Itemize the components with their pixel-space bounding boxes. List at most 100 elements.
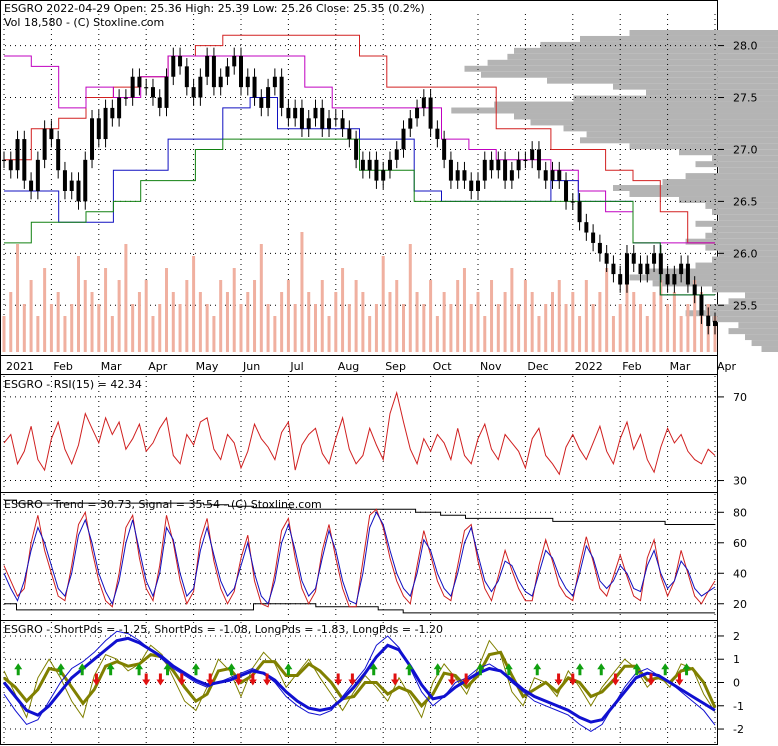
price-volume-profile [451,30,778,352]
profile-bar [695,220,778,227]
candle-body [665,274,670,285]
price-ytick-label: 26.0 [733,247,758,260]
volume-bar [219,280,223,352]
volume-bar [49,304,53,352]
down-arrow [263,673,272,686]
volume-bar [246,292,250,352]
candle-body [374,159,379,181]
pds-ytick-label: 2 [733,630,740,643]
volume-bar [666,304,670,352]
candle-body [604,253,609,264]
candle-body [543,170,548,181]
volume-bar [544,304,548,352]
volume-bar [320,280,324,352]
up-arrow [227,663,236,676]
trend-line [3,511,716,606]
up-arrow [661,663,670,676]
up-arrow [476,663,485,676]
volume-bar [266,304,270,352]
candle-body [679,263,684,275]
trend-panel-frame [0,492,718,621]
up-arrow [56,663,65,676]
candle-body [469,180,474,191]
candle-body [96,118,101,140]
volume-bar [557,280,561,352]
up-arrow [597,663,606,676]
volume-bar [571,292,575,352]
profile-bar [695,262,778,269]
volume-bar [293,304,297,352]
profile-bar [563,125,778,132]
candle-body [387,159,392,171]
candle-body [536,149,541,171]
volume-bar [56,292,60,352]
volume-bar [361,292,365,352]
profile-bar [494,101,778,108]
volume-bar [625,280,629,352]
candle-body [455,170,460,181]
volume-bar [97,304,101,352]
down-arrow [206,673,215,686]
up-arrow [575,663,584,676]
volume-bar [124,244,128,352]
profile-bar [745,334,778,341]
rsi-ytick-label: 30 [733,475,747,488]
price-xtick-label: Apr [717,360,737,373]
candle-body [557,170,562,181]
band-lower-green [4,138,715,296]
pds-ytick-label: 1 [733,653,740,666]
volume-bar [618,304,622,352]
candle-body [476,180,480,191]
volume-bar [327,316,331,352]
up-arrow [405,663,414,676]
pds-lines [2,630,717,732]
candle-body [340,118,345,129]
profile-bar [685,310,778,317]
candle-body [225,66,230,77]
volume-bar [605,268,609,352]
price-xtick-label: Aug [338,360,359,373]
down-arrow [554,673,563,686]
candle-body [320,107,325,129]
pds-title: ESGRO - ShortPds = -1.25, ShortPds = -1.… [4,623,443,636]
profile-bar [514,47,778,54]
candle-body [266,87,271,108]
candle-body [49,128,54,140]
volume-bar [300,232,304,352]
volume-bar [192,256,196,352]
volume-bar [205,304,209,352]
candle-body [333,118,338,120]
candle-body [672,274,677,285]
candle-body [415,107,420,119]
profile-bar [540,41,778,48]
volume-bar [564,304,568,352]
volume-bar [679,316,683,352]
candle-body [178,55,183,67]
profile-bar [761,346,778,352]
volume-bar [212,316,216,352]
rsi-series-line [3,390,716,476]
price-ytick-label: 26.5 [733,195,758,208]
candle-body [299,107,304,129]
down-arrow [234,673,243,686]
volume-bar [313,304,317,352]
candle-body [69,180,74,191]
down-arrow [248,673,257,686]
profile-bar [580,35,778,42]
profile-bar [629,30,778,36]
candle-body [611,263,616,275]
volume-bar [185,280,189,352]
candle-body [631,253,636,264]
candle-body [699,294,704,316]
candle-body [367,159,372,171]
volume-bar [483,316,487,352]
down-arrow [675,673,684,686]
down-arrow [568,673,577,686]
candle-body [83,159,88,202]
up-arrow [533,663,542,676]
volume-bar [36,316,40,352]
candle-body [15,139,20,171]
volume-bar [456,280,460,352]
volume-bar [144,280,148,352]
